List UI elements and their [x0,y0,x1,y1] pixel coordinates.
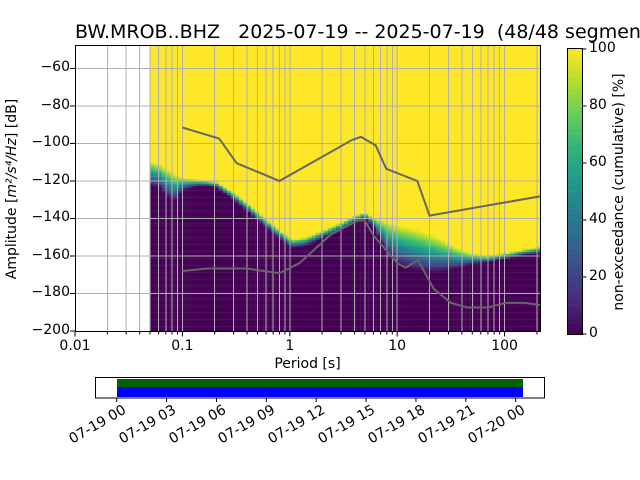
main-axes-frame [75,45,541,332]
colorbar-tick-label: 60 [589,154,607,170]
colorbar-tick-label: 40 [589,211,607,227]
colorbar-frame [567,48,583,335]
ppsd-heatmap [75,45,540,331]
x-tick-label: 10 [388,338,407,354]
colorbar-tick-label: 20 [589,268,607,284]
x-tick-label: 0.01 [59,338,91,354]
y-tick-label: −180 [31,284,70,301]
y-tick-label: −140 [31,209,70,226]
y-tick-label: −120 [31,171,70,188]
y-tick-label: −160 [31,246,70,263]
x-tick-label: 0.1 [171,338,194,354]
nlnm-noise-model-line [182,219,541,309]
x-tick-label: 1 [285,338,295,354]
colorbar-tick-label: 100 [589,40,616,56]
colorbar-tick-label: 0 [589,325,598,341]
x-axis-label: Period [s] [274,356,341,372]
colorbar-gradient [568,49,582,334]
y-tick-label: −80 [40,96,70,113]
nhnm-noise-model-line [182,126,541,217]
y-tick-label: −200 [31,322,70,338]
y-tick-label: −60 [40,59,70,76]
coverage-segment-fraction-bar [117,379,523,387]
colorbar-label: non-exceedance (cumulative) [%] [611,73,627,311]
colorbar-tick-label: 80 [589,97,607,113]
coverage-data-extent-bar [117,387,523,397]
y-tick-label: −100 [31,134,70,151]
x-tick-label: 100 [491,338,518,354]
